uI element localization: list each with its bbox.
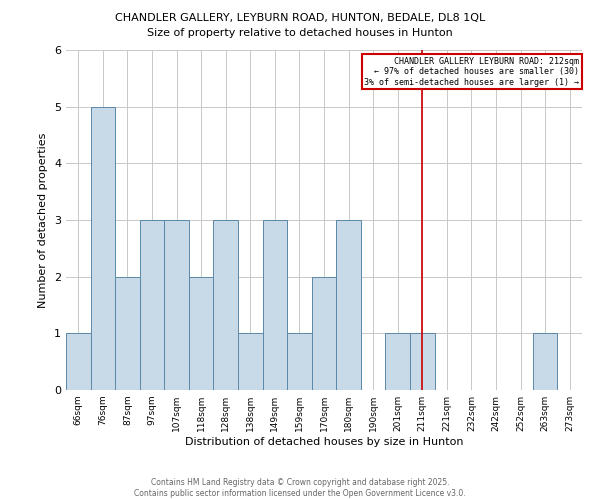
Bar — [140, 220, 164, 390]
Text: CHANDLER GALLERY, LEYBURN ROAD, HUNTON, BEDALE, DL8 1QL: CHANDLER GALLERY, LEYBURN ROAD, HUNTON, … — [115, 12, 485, 22]
Bar — [115, 276, 140, 390]
Bar — [189, 276, 214, 390]
Text: Contains HM Land Registry data © Crown copyright and database right 2025.
Contai: Contains HM Land Registry data © Crown c… — [134, 478, 466, 498]
Bar — [238, 334, 263, 390]
Bar — [164, 220, 189, 390]
Bar — [91, 106, 115, 390]
Text: CHANDLER GALLERY LEYBURN ROAD: 212sqm
← 97% of detached houses are smaller (30)
: CHANDLER GALLERY LEYBURN ROAD: 212sqm ← … — [364, 57, 580, 86]
Bar — [263, 220, 287, 390]
Bar — [336, 220, 361, 390]
Y-axis label: Number of detached properties: Number of detached properties — [38, 132, 49, 308]
Bar — [312, 276, 336, 390]
Bar — [385, 334, 410, 390]
Text: Size of property relative to detached houses in Hunton: Size of property relative to detached ho… — [147, 28, 453, 38]
Bar — [533, 334, 557, 390]
Bar — [287, 334, 312, 390]
Bar — [214, 220, 238, 390]
Bar — [66, 334, 91, 390]
Bar — [410, 334, 434, 390]
X-axis label: Distribution of detached houses by size in Hunton: Distribution of detached houses by size … — [185, 437, 463, 447]
